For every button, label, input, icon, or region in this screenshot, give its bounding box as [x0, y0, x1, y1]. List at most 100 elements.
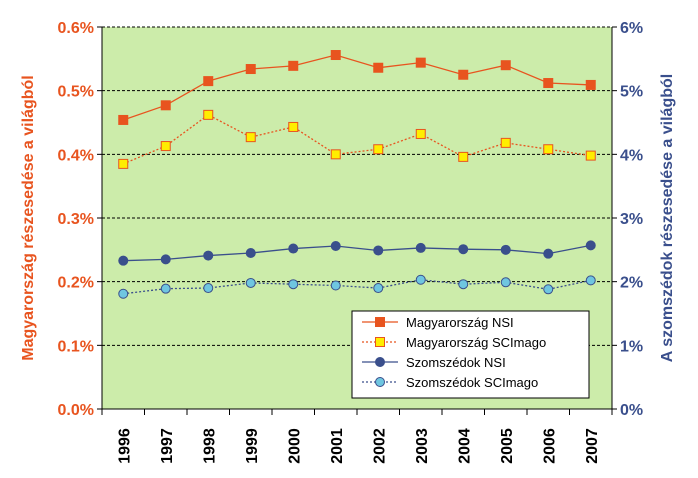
data-point [585, 79, 596, 90]
series-1 [118, 50, 596, 125]
data-point [330, 280, 341, 291]
data-point [160, 141, 171, 152]
data-point [245, 132, 256, 143]
data-point [543, 78, 554, 89]
legend-swatch-marker [375, 317, 385, 327]
right-tick-label: 0% [620, 402, 643, 419]
right-tick-label: 6% [620, 20, 643, 37]
x-tick-label: 2005 [499, 428, 516, 464]
legend-item: Magyarország NSI [362, 315, 514, 330]
data-point [500, 277, 511, 288]
data-point [288, 121, 299, 132]
series-2 [118, 109, 596, 169]
left-tick-label: 0.6% [58, 20, 94, 37]
data-point [415, 242, 426, 253]
x-tick-label: 2000 [286, 428, 303, 464]
data-point [118, 255, 129, 266]
data-point [415, 128, 426, 139]
right-y-axis-ticks: 0% 1% 2% 3% 4% 5% 6% [612, 20, 643, 419]
x-tick-label: 1998 [201, 428, 218, 464]
legend-item: Szomszédok NSI [362, 355, 506, 370]
data-point [585, 150, 596, 161]
gridlines [102, 26, 612, 346]
x-tick-label: 2003 [414, 428, 431, 464]
data-point [373, 245, 384, 256]
series-layer [118, 50, 596, 299]
x-tick-label: 1997 [159, 428, 176, 464]
left-tick-label: 0.0% [58, 402, 94, 419]
x-tick-label: 1999 [244, 428, 261, 464]
legend-label: Szomszédok NSI [406, 355, 506, 370]
x-tick-label: 2006 [541, 428, 558, 464]
series-line [122, 114, 591, 165]
data-point [330, 50, 341, 61]
x-tick-label: 1996 [116, 428, 133, 464]
data-point [288, 243, 299, 254]
right-tick-label: 1% [620, 338, 643, 355]
data-point [458, 244, 469, 255]
data-point [203, 283, 214, 294]
left-y-axis-title: Magyarország részesedése a világból [20, 75, 37, 360]
data-point [118, 114, 129, 125]
data-point [415, 57, 426, 68]
data-point [160, 254, 171, 265]
legend-label: Magyarország NSI [406, 315, 514, 330]
right-tick-label: 3% [620, 211, 643, 228]
data-point [500, 137, 511, 148]
data-point [118, 288, 129, 299]
right-tick-label: 2% [620, 275, 643, 292]
legend-swatch-marker [375, 377, 385, 387]
data-point [118, 158, 129, 169]
x-tick-label: 2002 [371, 428, 388, 464]
data-point [203, 250, 214, 261]
legend-label: Magyarország SCImago [406, 335, 546, 350]
legend-label: Szomszédok SCImago [406, 375, 538, 390]
left-tick-label: 0.4% [58, 147, 94, 164]
legend-box [351, 310, 590, 399]
data-point [288, 279, 299, 290]
data-point [245, 248, 256, 259]
x-tick-label: 2001 [329, 428, 346, 464]
data-point [500, 60, 511, 71]
data-point [458, 151, 469, 162]
data-point [330, 149, 341, 160]
x-axis-ticks: 1996 1997 1998 1999 2000 2001 2002 2003 2004 2005… [101, 409, 613, 464]
legend: Magyarország NSI Magyarország SCImago Szom… [351, 310, 590, 399]
right-tick-label: 4% [620, 147, 643, 164]
legend-item: Szomszédok SCImago [362, 375, 538, 390]
data-point [458, 279, 469, 290]
data-point [373, 283, 384, 294]
data-point [203, 109, 214, 120]
data-point [543, 284, 554, 295]
data-point [543, 144, 554, 155]
left-tick-label: 0.3% [58, 211, 94, 228]
left-tick-label: 0.2% [58, 275, 94, 292]
data-point [330, 241, 341, 252]
data-point [500, 244, 511, 255]
data-point [458, 69, 469, 80]
data-point [160, 283, 171, 294]
series-line [123, 54, 591, 121]
data-point [203, 76, 214, 87]
series-4 [118, 274, 596, 299]
x-tick-label: 2004 [456, 428, 473, 464]
legend-item: Magyarország SCImago [362, 335, 546, 350]
data-point [543, 248, 554, 259]
right-y-axis-title: A szomszédok részesedése a világból [659, 74, 676, 362]
data-point [373, 62, 384, 73]
data-point [288, 60, 299, 71]
right-tick-label: 5% [620, 84, 643, 101]
data-point [245, 64, 256, 75]
left-tick-label: 0.1% [58, 338, 94, 355]
left-tick-label: 0.5% [58, 84, 94, 101]
left-y-axis-ticks: 0.0% 0.1% 0.2% 0.3% 0.4% 0.5% 0.6% [58, 20, 102, 419]
legend-swatch-marker [375, 337, 385, 347]
legend-swatch-marker [375, 357, 385, 367]
x-tick-label: 2007 [584, 428, 601, 464]
data-point [585, 275, 596, 286]
series-line [123, 244, 591, 262]
series-3 [118, 240, 596, 266]
data-point [585, 240, 596, 251]
